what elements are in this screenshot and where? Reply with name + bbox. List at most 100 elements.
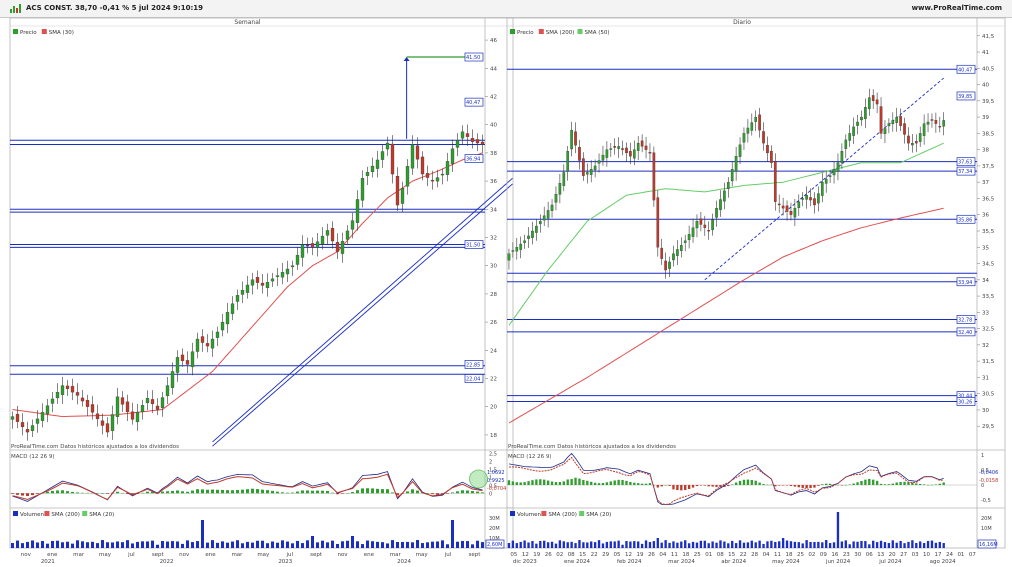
weekly-macd-histogram-bar	[186, 491, 189, 494]
daily-y-tick-label: 39,5	[982, 99, 995, 105]
daily-level-label-box	[956, 277, 976, 287]
daily-volume-legend-swatch	[579, 511, 585, 516]
daily-volume-bar	[738, 540, 742, 548]
weekly-candle	[265, 281, 270, 289]
weekly-y-tick-label: 28	[490, 292, 497, 298]
daily-legend-swatch	[538, 29, 544, 34]
weekly-volume-bar	[241, 543, 244, 548]
weekly-candle	[455, 140, 460, 148]
daily-y-tick-label: 35,5	[982, 229, 995, 235]
weekly-candle	[325, 230, 330, 236]
daily-macd-histogram-bar	[762, 484, 765, 485]
weekly-macd-histogram-bar	[326, 491, 329, 494]
daily-candle	[511, 250, 515, 252]
daily-y-tick-label: 33,5	[982, 294, 995, 300]
weekly-candle	[300, 244, 305, 258]
daily-volume-bar	[515, 543, 518, 548]
weekly-volume-bar	[96, 543, 99, 548]
daily-x-tick-label: 19	[636, 552, 643, 558]
daily-candle	[899, 116, 902, 126]
daily-level-label: 37,63	[958, 160, 972, 166]
daily-volume-bar	[785, 540, 789, 548]
daily-volume-bar	[860, 540, 863, 548]
weekly-candle	[70, 386, 75, 393]
weekly-macd-histogram-bar	[16, 493, 19, 495]
weekly-candle	[335, 242, 340, 252]
weekly-macd-histogram-bar	[321, 490, 324, 494]
daily-candle	[789, 211, 793, 215]
daily-volume-bar	[879, 540, 883, 548]
daily-volume-bar	[597, 540, 601, 548]
daily-x-tick-label: 25	[797, 552, 804, 558]
daily-macd-histogram-bar	[562, 481, 565, 485]
weekly-x-tick-label: jul	[127, 552, 135, 558]
weekly-macd-histogram-bar	[141, 492, 144, 494]
daily-candle	[687, 234, 691, 241]
daily-macd-histogram-bar	[801, 485, 804, 488]
weekly-volume-bar	[401, 541, 404, 548]
daily-candle	[770, 150, 773, 163]
daily-volume-bar	[609, 541, 612, 548]
weekly-candle	[75, 392, 80, 396]
weekly-volume-bar	[291, 543, 294, 548]
daily-volume-bar	[539, 540, 542, 548]
daily-sma50-line	[508, 142, 944, 326]
daily-macd-histogram-bar	[813, 485, 816, 488]
daily-candle	[711, 219, 714, 231]
daily-candle	[914, 141, 918, 144]
weekly-volume-bar	[446, 544, 449, 548]
daily-volume-bar	[625, 541, 628, 548]
daily-candle	[597, 160, 601, 164]
weekly-candle	[315, 241, 320, 248]
daily-volume-bar	[699, 540, 703, 548]
daily-candle	[679, 244, 683, 252]
daily-candle	[715, 208, 718, 218]
daily-volume-bar	[778, 541, 781, 548]
daily-candle	[907, 135, 910, 144]
weekly-candle	[140, 405, 145, 412]
weekly-volume-bar	[201, 520, 204, 548]
daily-macd-histogram-bar	[930, 484, 934, 486]
daily-volume-bar	[605, 541, 609, 548]
weekly-macd-value-label: -0,0704	[487, 486, 506, 492]
daily-macd-histogram-bar	[731, 484, 734, 485]
weekly-macd-histogram-bar	[176, 490, 179, 494]
daily-volume-bar	[578, 540, 581, 548]
daily-macd-histogram-bar	[915, 483, 918, 485]
daily-volume-bar	[680, 541, 683, 548]
weekly-y-tick-label: 26	[490, 320, 497, 326]
daily-macd-histogram-bar	[836, 484, 840, 486]
daily-macd-histogram-bar	[566, 479, 569, 485]
weekly-volume-bar	[341, 541, 344, 548]
daily-volume-bar	[797, 542, 800, 548]
daily-x-tick-label: 19	[533, 552, 540, 558]
weekly-x-period-label: 2024	[397, 559, 411, 565]
daily-volume-bar	[934, 542, 938, 548]
daily-legend-swatch	[577, 29, 583, 34]
weekly-x-tick-label: ene	[205, 552, 216, 558]
daily-x-tick-label: 03	[912, 552, 919, 558]
weekly-volume-bar	[406, 541, 409, 548]
weekly-volume-bar	[371, 541, 374, 548]
weekly-macd-histogram-bar	[51, 490, 54, 494]
daily-x-tick-label: 26	[648, 552, 655, 558]
daily-y-tick-label: 40	[982, 83, 989, 89]
daily-volume-bar	[601, 543, 605, 548]
daily-x-period-label: dic 2023	[513, 559, 537, 565]
daily-y-tick-label: 36	[982, 213, 989, 219]
weekly-volume-bar	[376, 541, 379, 548]
weekly-macd-histogram-bar	[361, 488, 364, 494]
daily-chart-title: Diario	[733, 19, 751, 26]
daily-candle	[672, 253, 675, 261]
weekly-macd-y-label: 2,5	[489, 452, 497, 458]
daily-macd-histogram-bar	[558, 482, 562, 485]
weekly-macd-histogram-bar	[181, 491, 184, 494]
daily-y-tick-label: 31,5	[982, 359, 995, 365]
weekly-macd-line	[12, 471, 483, 502]
weekly-macd-signal-line	[12, 473, 483, 501]
weekly-macd-histogram-bar	[256, 489, 259, 494]
weekly-volume-bar	[171, 541, 174, 548]
site-link[interactable]: www.ProRealTime.com	[911, 4, 1002, 12]
daily-volume-bar	[926, 540, 930, 548]
daily-volume-bar	[648, 542, 652, 548]
